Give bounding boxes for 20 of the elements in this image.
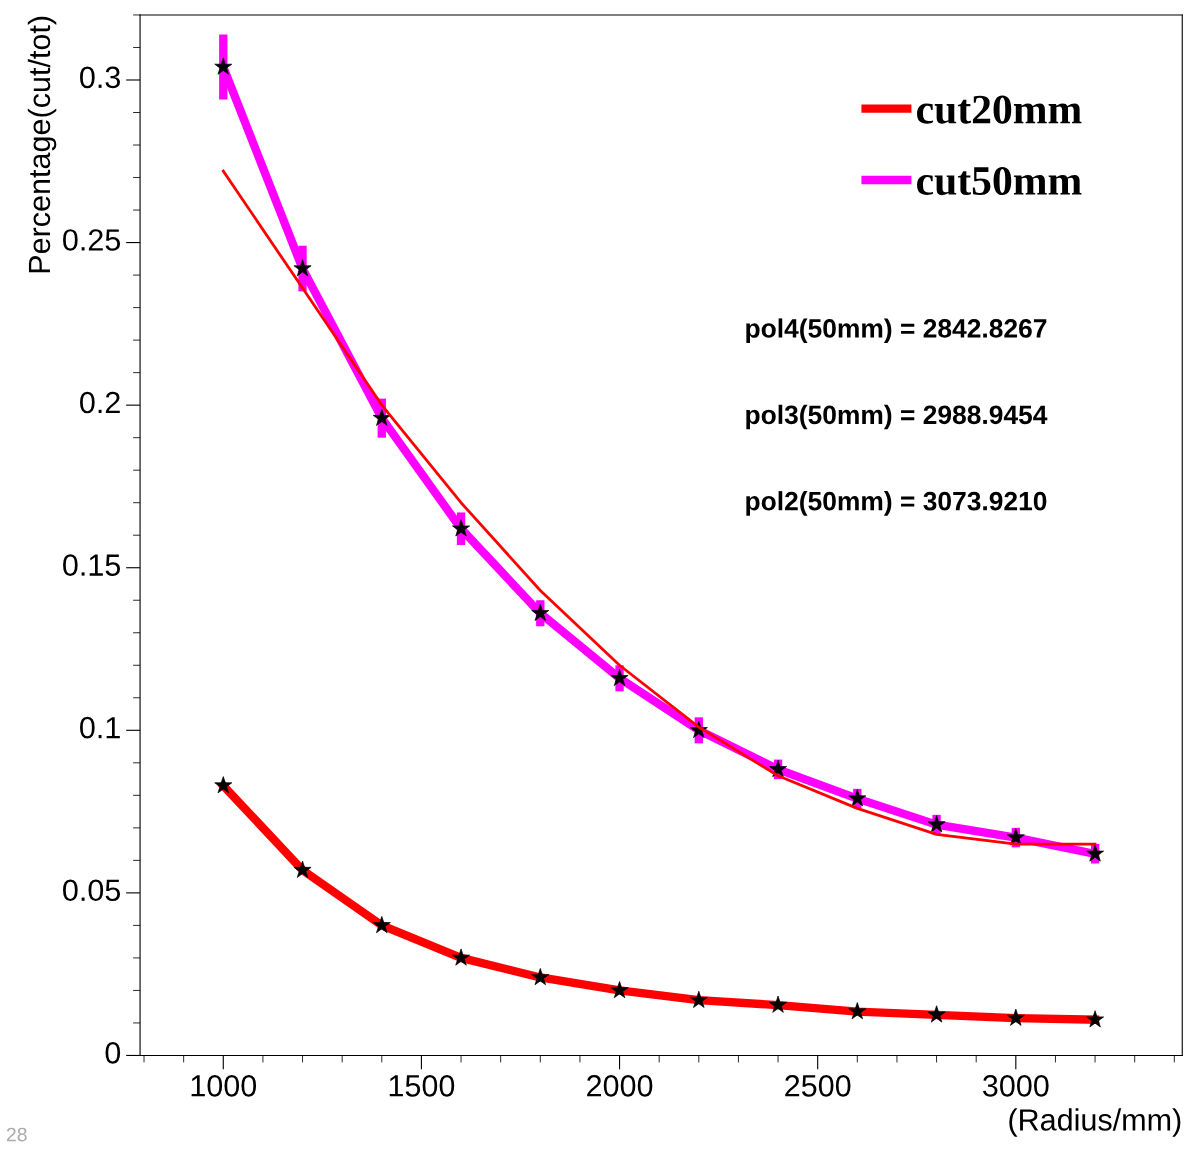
annotation: pol3(50mm) = 2988.9454 xyxy=(746,404,1048,430)
x-tick-label: 1000 xyxy=(191,1075,257,1097)
legend-label: cut20mm xyxy=(917,95,1082,124)
x-tick-label: 3000 xyxy=(983,1075,1049,1097)
x-tick-label: 1500 xyxy=(389,1075,455,1097)
y-tick-label: 0.3 xyxy=(80,66,120,89)
x-axis-title: (Radius/mm) xyxy=(1009,1108,1181,1137)
y-tick-label: 0.15 xyxy=(63,554,121,576)
y-tick-label: 0 xyxy=(105,1042,121,1064)
x-tick-label: 2000 xyxy=(587,1075,653,1097)
text: 28 xyxy=(6,1127,27,1142)
legend-label: cut50mm xyxy=(917,166,1082,196)
y-axis-title: Percentage(cut/tot) xyxy=(27,16,57,273)
annotation: pol4(50mm) = 2842.8267 xyxy=(746,318,1047,343)
y-tick-label: 0.1 xyxy=(80,716,120,739)
x-tick-label: 2500 xyxy=(785,1075,851,1097)
y-tick-label: 0.25 xyxy=(63,229,121,251)
y-tick-label: 0.05 xyxy=(63,879,121,902)
annotation: pol2(50mm) = 3073.9210 xyxy=(746,491,1047,516)
y-tick-label: 0.2 xyxy=(80,391,120,414)
